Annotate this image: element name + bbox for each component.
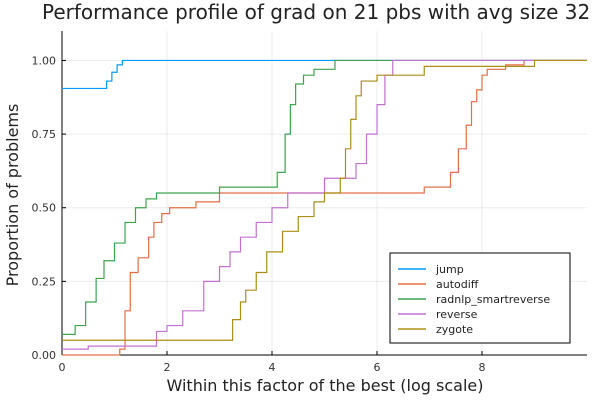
x-tick-label: 6 (374, 361, 381, 374)
legend-label-radnlp-smartreverse: radnlp_smartreverse (436, 293, 550, 306)
series-line-radnlp-smartreverse (62, 59, 587, 335)
series-line-reverse (62, 59, 587, 350)
y-tick-label: 0.75 (32, 128, 57, 141)
x-tick-label: 4 (269, 361, 276, 374)
x-axis-label: Within this factor of the best (log scal… (167, 376, 484, 395)
x-tick-label: 8 (479, 361, 486, 374)
x-tick-label: 2 (164, 361, 171, 374)
y-tick-label: 0.25 (32, 275, 57, 288)
y-tick-label: 1.00 (32, 54, 57, 67)
legend-label-reverse: reverse (436, 308, 478, 321)
legend-label-autodiff: autodiff (436, 278, 479, 291)
axes-layer: 0 2 4 6 8 0.00 0.25 0.50 0.75 1.00 (32, 31, 587, 374)
y-tick-label: 0.50 (32, 202, 57, 215)
legend-label-jump: jump (435, 263, 464, 276)
x-tick-label: 0 (59, 361, 66, 374)
series-line-jump (62, 59, 587, 90)
y-tick-label: 0.00 (32, 349, 57, 362)
legend-label-zygote: zygote (436, 323, 473, 336)
legend-box (389, 252, 571, 344)
series-line-zygote (62, 59, 587, 341)
chart-title: Performance profile of grad on 21 pbs wi… (42, 0, 590, 24)
y-axis-label: Proportion of problems (3, 104, 22, 287)
series-layer (62, 59, 587, 356)
